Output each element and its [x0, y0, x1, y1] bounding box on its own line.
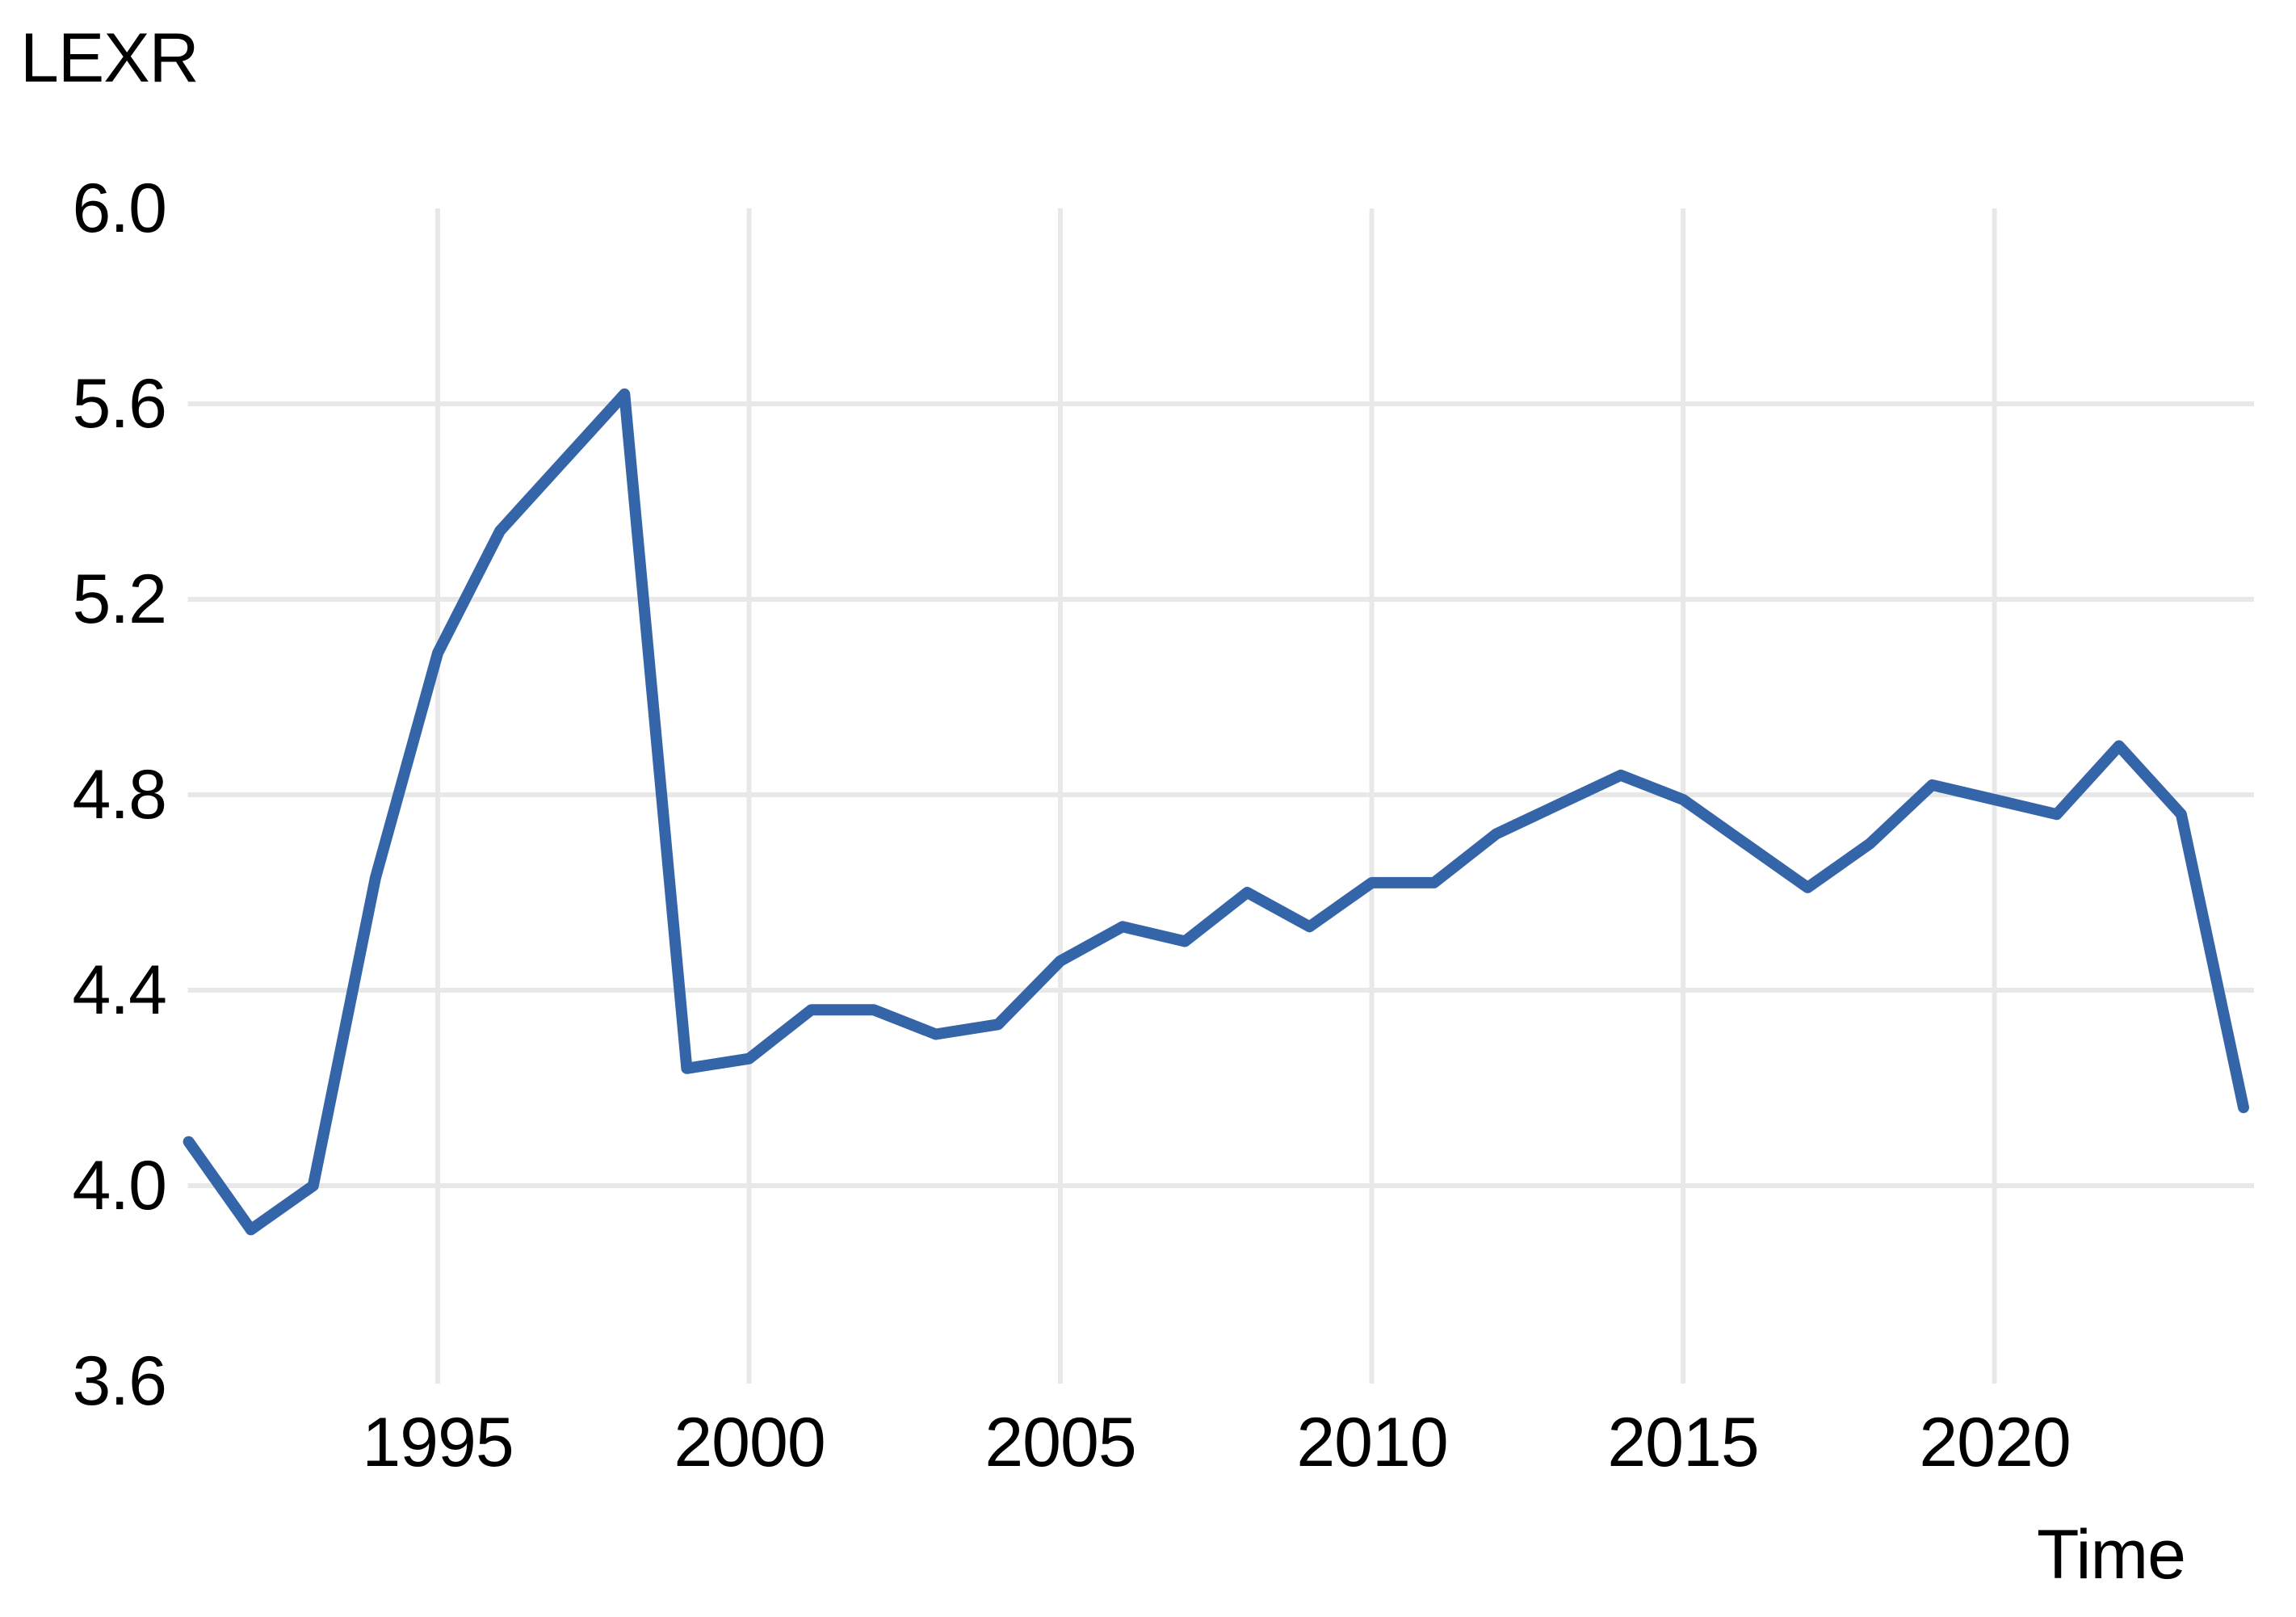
- x-tick-label: 2010: [1296, 1404, 1448, 1481]
- x-tick-label: 2000: [674, 1404, 825, 1481]
- series-line-lexr: [183, 388, 2249, 1236]
- y-tick-label: 3.6: [72, 1342, 167, 1420]
- x-tick-label: 2015: [1607, 1404, 1759, 1481]
- x-tick-label: 2005: [984, 1404, 1136, 1481]
- chart-title: LEXR: [20, 19, 199, 97]
- x-axis-label: Time: [2037, 1516, 2186, 1594]
- y-tick-label: 6.0: [72, 170, 167, 247]
- y-tick-label: 4.4: [72, 951, 167, 1029]
- x-tick-label: 1995: [362, 1404, 514, 1481]
- y-tick-label: 4.8: [72, 756, 167, 834]
- y-tick-label: 4.0: [72, 1147, 167, 1224]
- y-tick-label: 5.2: [72, 561, 167, 638]
- y-tick-label: 5.6: [72, 365, 167, 443]
- x-tick-label: 2020: [1919, 1404, 2071, 1481]
